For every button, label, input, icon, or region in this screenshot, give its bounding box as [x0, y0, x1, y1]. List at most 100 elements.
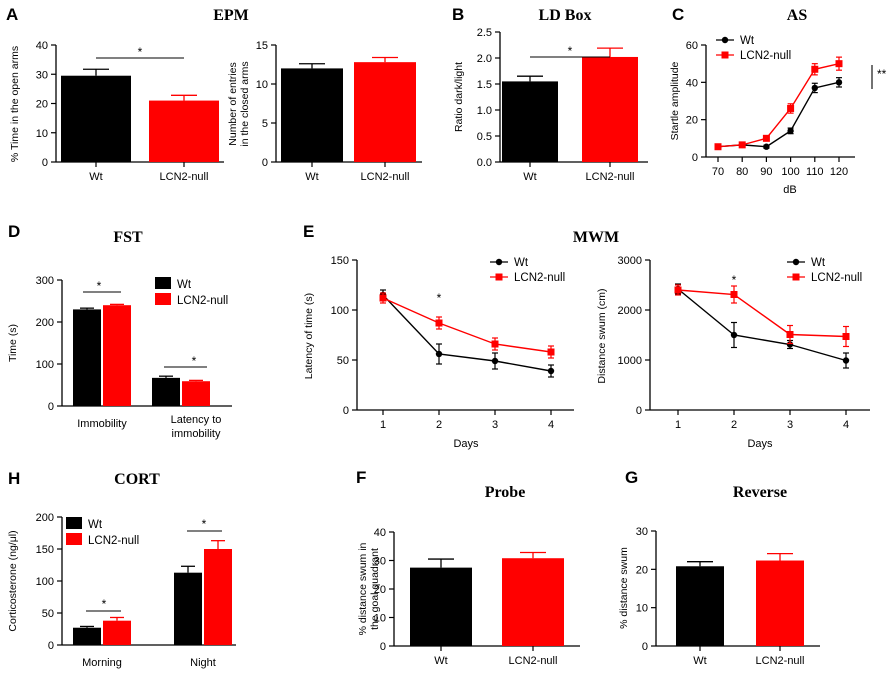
x-category-label: Wt	[693, 655, 706, 667]
chart-title: LD Box	[539, 7, 592, 24]
x-tick-label: 4	[548, 419, 554, 431]
bar	[149, 100, 219, 162]
x-tick-label: 2	[436, 419, 442, 431]
y-tick-label: 150	[36, 544, 54, 556]
y-tick-label: 10	[636, 603, 648, 615]
x-category-label: Immobility	[77, 418, 127, 430]
series-line	[677, 289, 847, 338]
chart-title: Probe	[485, 484, 526, 501]
legend-label: LCN2-null	[177, 295, 228, 307]
x-tick-label: 120	[830, 166, 848, 178]
y-tick-label: 0	[48, 401, 54, 413]
bar	[502, 81, 558, 162]
chart-title: Reverse	[733, 484, 787, 501]
x-tick-label: 2	[731, 419, 737, 431]
y-axis-label-line: Number of entries	[227, 62, 239, 145]
legend-label: Wt	[740, 35, 755, 47]
y-tick-label: 20	[36, 99, 48, 111]
y-tick-label: 40	[374, 527, 386, 539]
data-point	[435, 350, 443, 358]
significance-marker: *	[202, 517, 207, 531]
data-point	[435, 319, 443, 327]
chart-title: FST	[113, 229, 143, 246]
y-tick-label: 0	[642, 641, 648, 653]
y-tick-label: 20	[636, 564, 648, 576]
legend-swatch	[155, 277, 171, 289]
panel-letter: A	[6, 5, 18, 24]
y-tick-label: 0	[48, 640, 54, 652]
y-tick-label: 2000	[618, 305, 642, 317]
y-tick-label: 200	[36, 317, 54, 329]
x-tick-label: 90	[760, 166, 772, 178]
y-tick-label: 0	[692, 152, 698, 164]
y-tick-label: 1.5	[477, 79, 492, 91]
y-tick-label: 1.0	[477, 105, 492, 117]
data-point	[835, 60, 843, 68]
data-point	[730, 331, 738, 339]
x-category-label: Wt	[523, 171, 536, 183]
legend-swatch	[66, 533, 82, 545]
x-tick-label: 3	[492, 419, 498, 431]
legend-label: Wt	[88, 519, 103, 531]
legend-label: Wt	[811, 257, 826, 269]
data-point	[491, 340, 499, 348]
legend-marker	[495, 258, 503, 266]
chart-title: CORT	[114, 471, 160, 488]
bar	[73, 309, 101, 406]
y-tick-label: 0	[262, 157, 268, 169]
data-point	[547, 367, 555, 375]
x-category-label: Wt	[89, 171, 102, 183]
significance-marker: *	[437, 291, 442, 305]
y-axis-label-line: % distance swum in	[357, 542, 369, 635]
y-tick-label: 200	[36, 512, 54, 524]
y-tick-label: 15	[256, 40, 268, 52]
series-line	[382, 297, 552, 353]
y-tick-label: 60	[686, 40, 698, 52]
y-axis-label: Ratio dark/light	[453, 62, 465, 132]
bar	[676, 566, 724, 646]
x-axis-label: Days	[747, 438, 773, 450]
x-category-label: Wt	[305, 171, 318, 183]
data-point	[547, 348, 555, 356]
series-line	[717, 62, 840, 148]
y-tick-label: 100	[36, 576, 54, 588]
data-point	[491, 357, 499, 365]
legend-swatch	[155, 293, 171, 305]
legend-label: LCN2-null	[88, 535, 139, 547]
y-tick-label: 40	[686, 77, 698, 89]
data-point	[811, 65, 819, 73]
y-axis-label-line: in the closed arms	[239, 61, 251, 146]
bar	[410, 567, 472, 646]
y-axis-label: % distance swum inthe goal quadrant	[357, 542, 381, 635]
bar	[61, 75, 131, 162]
legend-label: LCN2-null	[740, 50, 791, 62]
x-category-label: LCN2-null	[756, 655, 805, 667]
y-axis-label: Startle amplitude	[669, 61, 681, 140]
x-tick-label: 80	[736, 166, 748, 178]
y-tick-label: 30	[636, 526, 648, 538]
y-axis-label: % distance swum	[618, 547, 630, 629]
y-tick-label: 100	[36, 359, 54, 371]
y-tick-label: 0	[343, 405, 349, 417]
y-tick-label: 0	[380, 641, 386, 653]
y-tick-label: 30	[374, 556, 386, 568]
bar	[103, 305, 131, 406]
data-point	[674, 286, 682, 294]
bar	[502, 558, 564, 646]
significance-marker: *	[732, 273, 737, 287]
bar	[152, 377, 180, 406]
y-axis-label-line: the goal quadrant	[369, 548, 381, 630]
data-point	[379, 294, 387, 302]
series-line	[382, 294, 552, 372]
x-tick-label: 3	[787, 419, 793, 431]
legend-marker	[792, 273, 800, 281]
series-line	[717, 81, 840, 148]
bar	[756, 560, 804, 646]
legend-marker	[721, 51, 729, 59]
x-tick-label: 70	[712, 166, 724, 178]
y-tick-label: 300	[36, 275, 54, 287]
data-point	[763, 143, 770, 150]
y-tick-label: 10	[36, 128, 48, 140]
legend-label: LCN2-null	[811, 272, 862, 284]
